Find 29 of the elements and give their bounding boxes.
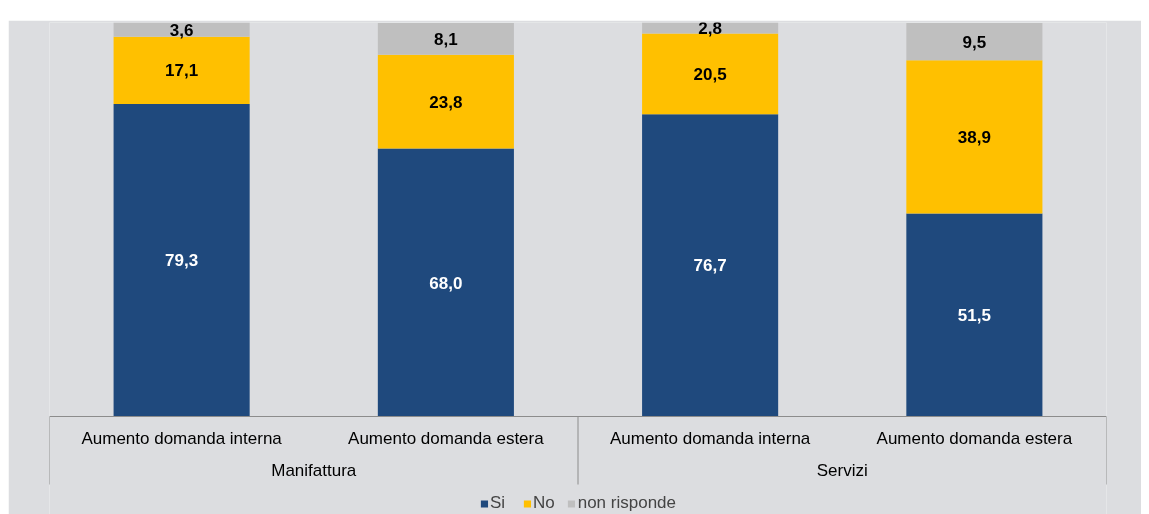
bar bbox=[906, 22, 1043, 61]
bar bbox=[906, 60, 1043, 214]
bar bbox=[642, 114, 779, 417]
data-label: 3,6 bbox=[169, 20, 194, 40]
data-label: 17,1 bbox=[165, 61, 199, 81]
data-label: 76,7 bbox=[693, 256, 727, 276]
legend-label: No bbox=[532, 493, 555, 513]
bar bbox=[377, 54, 514, 149]
data-label: 9,5 bbox=[962, 32, 987, 52]
data-label: 2,8 bbox=[698, 19, 722, 39]
data-label: 51,5 bbox=[957, 306, 991, 326]
data-label: 8,1 bbox=[434, 29, 458, 49]
bar bbox=[906, 213, 1043, 417]
data-label: 79,3 bbox=[165, 251, 199, 271]
x-tick-label: Aumento domanda estera bbox=[348, 429, 545, 448]
legend-label: Si bbox=[489, 493, 507, 513]
x-tick-label: Aumento domanda interna bbox=[609, 429, 811, 448]
text: Manifattura bbox=[271, 461, 357, 480]
x-tick-label: Aumento domanda estera bbox=[876, 429, 1073, 448]
text: Servizi bbox=[816, 461, 868, 480]
bar bbox=[377, 148, 514, 417]
legend-label: non risponde bbox=[577, 493, 677, 513]
x-tick-label: Aumento domanda interna bbox=[81, 429, 283, 448]
bar bbox=[377, 22, 514, 55]
data-label: 38,9 bbox=[957, 127, 991, 147]
data-label: 23,8 bbox=[429, 92, 463, 112]
data-label: 20,5 bbox=[693, 64, 727, 84]
data-label: 68,0 bbox=[429, 273, 463, 293]
bar bbox=[113, 104, 250, 417]
